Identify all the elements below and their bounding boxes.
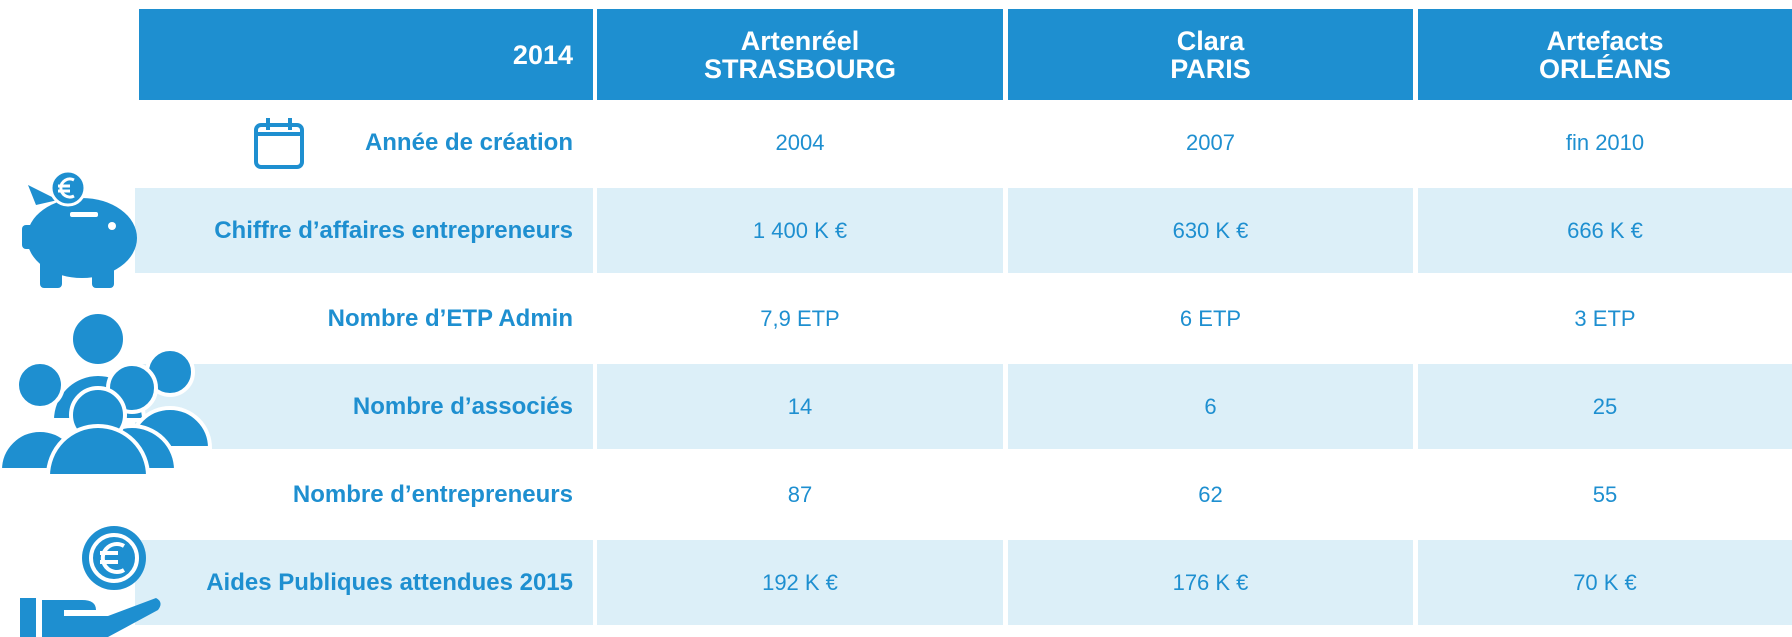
value-cell: 630 K € [1008,188,1413,273]
value-cell: 55 [1592,481,1618,507]
value-cell: 192 K € [597,540,1003,625]
people-icon [0,310,213,478]
value-cell: 666 K € [1418,188,1792,273]
row-label: Nombre d’ETP Admin [327,304,573,332]
value-cell: 25 [1418,364,1792,449]
piggy-bank-icon [22,169,137,288]
hand-euro-icon [20,526,161,637]
value-cell: 6 [1008,364,1413,449]
value-cell: 176 K € [1008,540,1413,625]
row-label: Année de création [364,128,573,156]
header-cell: Clara PARIS [1008,9,1413,100]
header-cell: Artenréel STRASBOURG [597,9,1003,100]
calendar-icon [254,118,304,169]
row-label: Nombre d’entrepreneurs [292,480,573,508]
value-cell: fin 2010 [1565,129,1645,155]
column-city: STRASBOURG [703,53,896,84]
row-label: Aides Publiques attendues 2015 [135,540,593,625]
value-cell: 87 [787,481,813,507]
value-cell: 14 [597,364,1003,449]
row-label: Chiffre d’affaires entrepreneurs [135,188,593,273]
row-label: Nombre d’associés [135,364,593,449]
value-cell: 2007 [1186,129,1235,155]
value-cell: 1 400 K € [597,188,1003,273]
value-cell: 2004 [775,129,825,155]
value-cell: 62 [1198,481,1223,507]
column-name: Artenréel [740,25,860,56]
header-corner: 2014 [139,9,593,100]
column-city: ORLÉANS [1538,53,1671,84]
column-city: PARIS [1170,53,1251,84]
column-name: Artefacts [1546,25,1664,56]
value-cell: 7,9 ETP [760,305,840,331]
value-cell: 6 ETP [1179,305,1242,331]
header-cell: Artefacts ORLÉANS [1418,9,1792,100]
value-cell: 70 K € [1418,540,1792,625]
column-name: Clara [1176,25,1245,56]
value-cell: 3 ETP [1574,305,1636,331]
icons [0,118,304,637]
